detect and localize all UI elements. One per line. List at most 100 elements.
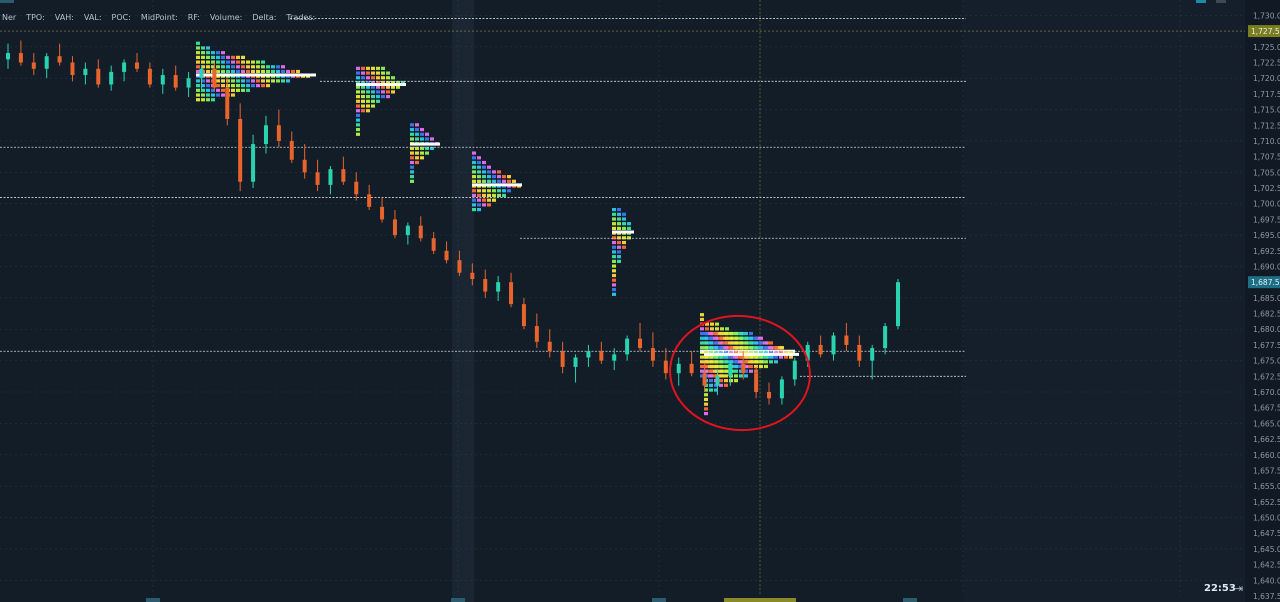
tpo-cell [492,198,496,202]
tpo-cell [231,60,235,64]
tpo-cell [472,170,476,174]
candle-body [263,125,268,145]
legend-tpo[interactable]: TPO: [26,12,45,22]
tpo-cell [617,245,621,249]
legend-rf[interactable]: RF: [187,12,200,22]
tpo-cell [724,336,728,340]
tpo-cell [401,80,405,85]
tpo-cell [226,84,230,88]
legend-name[interactable]: Ner [2,12,17,22]
tpo-cell [617,226,621,231]
tpo-cell [622,222,626,226]
tpo-cell [617,240,621,245]
candle-body [496,282,501,292]
tpo-cell [241,79,245,83]
exit-arrow-icon[interactable]: ⇥ [1234,582,1244,595]
tpo-cell [196,88,200,92]
tpo-cell [261,60,265,64]
tpo-cell [231,55,235,59]
legend-midpoint[interactable]: MidPoint: [140,12,178,22]
tpo-cell [391,85,395,89]
tpo-cell [281,65,285,69]
candle-body [199,68,204,79]
maximize-icon[interactable] [1196,0,1206,3]
price-tick-label: 1,685.0 [1253,294,1280,303]
tpo-cell [376,85,380,89]
tpo-cell [729,346,733,350]
tpo-cell [734,355,738,359]
tpo-cell [201,93,205,97]
tpo-cell [719,350,723,354]
price-tick-label: 1,677.5 [1253,341,1280,350]
time-marker [652,598,666,602]
tpo-cell [356,109,360,113]
tpo-cell [241,65,245,69]
tpo-cell [789,350,793,354]
tpo-cell [361,95,365,99]
tpo-cell [749,364,753,369]
price-tick-label: 1,730.0 [1253,11,1280,20]
tpo-cell [769,355,773,359]
legend-volume[interactable]: Volume: [209,12,243,22]
tpo-cell [617,255,621,259]
tpo-cell [201,51,205,55]
candle-body [844,335,849,345]
legend-poc[interactable]: POC: [111,12,131,22]
tpo-cell [704,346,708,350]
tpo-cell [617,259,621,263]
candle-body [676,363,681,374]
tpo-cell [734,374,738,378]
legend-val[interactable]: VAL: [83,12,102,22]
legend-vah[interactable]: VAH: [54,12,74,22]
tpo-cell [196,93,200,97]
tpo-cell [236,65,240,69]
tpo-cell [487,179,491,183]
legend-trades[interactable]: Trades: [286,12,316,22]
tpo-cell [709,364,713,369]
tpo-cell [704,411,708,416]
price-tick-label: 1,690.0 [1253,262,1280,271]
tpo-cell [420,132,424,136]
close-icon[interactable] [1216,0,1226,3]
tpo-cell [356,123,360,127]
tpo-cell [271,79,275,83]
tpo-cell [617,212,621,216]
tpo-cell [415,132,419,136]
tpo-cell [472,207,476,212]
tpo-cell [236,55,240,59]
tpo-cell [241,88,245,92]
tpo-cell [719,374,723,378]
tpo-cell [700,346,704,350]
tpo-cell [396,80,400,85]
candle-body [70,62,75,76]
price-tick-label: 1,705.0 [1253,168,1280,177]
toolbar-tab-indicator[interactable] [0,0,14,3]
price-tick-label: 1,697.5 [1253,215,1280,224]
tpo-cell [206,69,210,74]
tpo-cell [759,336,763,340]
price-tick-label: 1,672.5 [1253,372,1280,381]
candle-body [689,363,694,374]
tpo-cell [705,322,709,326]
tpo-cell [739,350,743,354]
candle-body [354,181,359,195]
candle-body [212,68,217,88]
tpo-cell [739,374,743,378]
tpo-cell [734,360,738,364]
price-tick-label: 1,692.5 [1253,247,1280,256]
tpo-cell [507,179,511,183]
tpo-cell [754,336,758,340]
tpo-cell [739,364,743,369]
tpo-cell [241,84,245,88]
price-tick-label: 1,657.5 [1253,466,1280,475]
tpo-cell [472,156,476,160]
candle-body [431,238,436,251]
tpo-cell [356,127,360,132]
tpo-cell [724,364,728,369]
legend-delta[interactable]: Delta: [252,12,277,22]
tpo-cell [764,364,768,369]
tpo-cell [734,369,738,373]
tpo-cell [719,341,723,345]
tpo-cell [749,336,753,340]
